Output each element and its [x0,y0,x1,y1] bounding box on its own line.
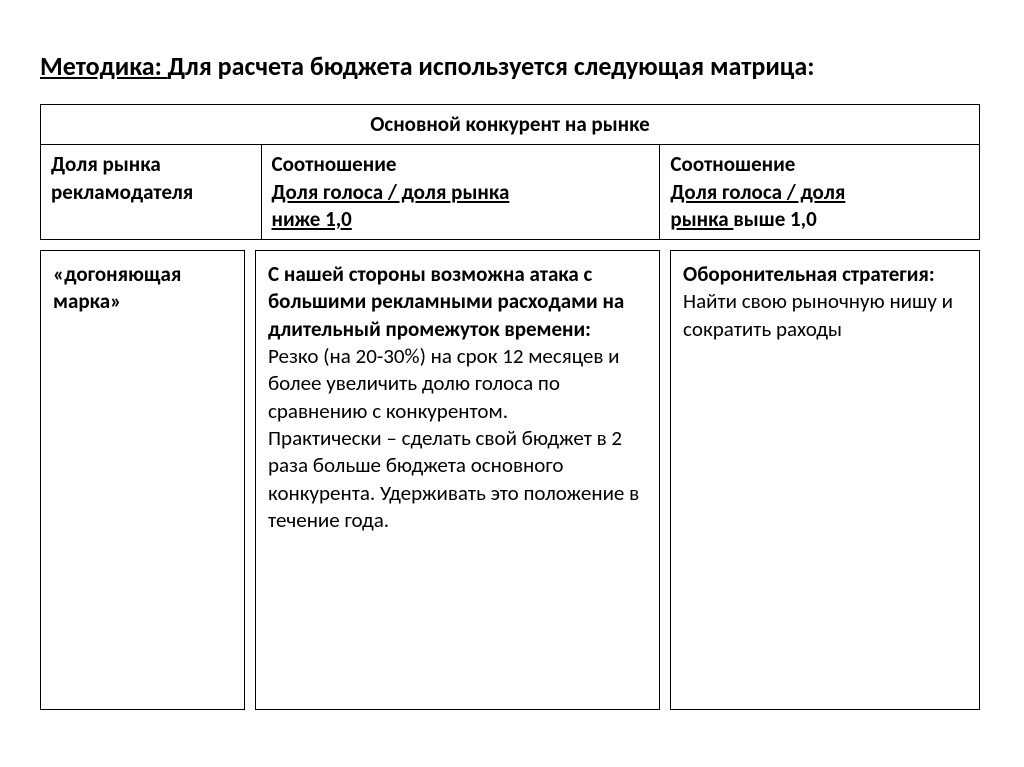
header-col1-line1: Доля рынка [51,151,161,177]
body-c3-rest: Найти свою рыночную нишу и сократить рах… [683,288,953,341]
body-cell-2: С нашей стороны возможна атака с большим… [255,250,660,710]
header-col2-line3: ниже 1,0 [272,206,352,232]
body-cell-1: «догоняющая марка» [40,250,245,710]
matrix-body-row: «догоняющая марка» С нашей стороны возмо… [40,250,980,710]
title-underlined: Методика: [40,50,168,82]
header-col3: Соотношение Доля голоса / доля рынка выш… [660,145,980,240]
body-c1-bold: «догоняющая марка» [53,261,181,314]
header-col2: Соотношение Доля голоса / доля рынка ниж… [261,145,660,240]
header-col3-line2b: рынка [670,206,733,232]
header-col2-line2: Доля голоса / доля рынка [272,179,510,205]
page-title: Методика: Для расчета бюджета использует… [40,50,984,82]
header-col1: Доля рынка рекламодателя [41,145,262,240]
matrix-header-table: Основной конкурент на рынке Доля рынка р… [40,104,980,240]
matrix-container: Основной конкурент на рынке Доля рынка р… [40,104,980,710]
matrix-header-columns-row: Доля рынка рекламодателя Соотношение Дол… [41,145,980,240]
header-col3-line2c: выше 1,0 [733,206,816,232]
body-c2-rest2: Практически – сделать свой бюджет в 2 ра… [268,425,639,533]
matrix-header-top-row: Основной конкурент на рынке [41,105,980,145]
header-col1-line2: рекламодателя [51,179,193,205]
slide-page: Методика: Для расчета бюджета использует… [0,0,1024,750]
body-c3-bold: Оборонительная стратегия: [683,261,935,287]
title-rest: Для расчета бюджета используется следующ… [168,50,815,82]
header-col3-line1: Соотношение [670,151,795,177]
header-col3-line2a: Доля голоса / доля [670,179,845,205]
body-cell-3: Оборонительная стратегия: Найти свою рын… [670,250,980,710]
header-top-cell: Основной конкурент на рынке [41,105,980,145]
body-c2-bold: С нашей стороны возможна атака с большим… [268,261,624,342]
header-col2-line1: Соотношение [272,151,397,177]
body-c2-rest1: Резко (на 20-30%) на срок 12 месяцев и б… [268,343,620,424]
